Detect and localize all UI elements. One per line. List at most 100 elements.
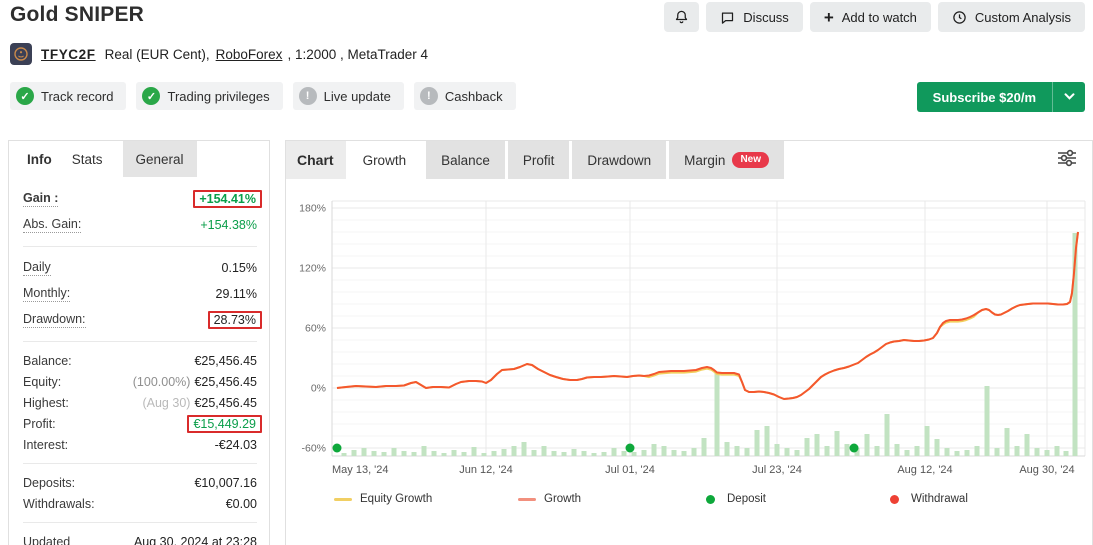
broker-link[interactable]: RoboForex <box>215 46 283 62</box>
deposit-marker[interactable] <box>849 443 859 453</box>
svg-text:-60%: -60% <box>301 443 326 455</box>
stat-row-updated: Updated Aug 30, 2024 at 23:28 <box>23 531 257 545</box>
stat-group: Daily 0.15% Monthly: 29.11% Drawdown: 28.73% <box>23 255 262 333</box>
subscribe-caret[interactable] <box>1052 82 1085 112</box>
stat-value-wrap: €10,007.16 <box>194 476 257 490</box>
chart-panel: Chart Growth Balance Profit Drawdown Margin N… <box>285 140 1093 545</box>
stat-row-highest: Highest: (Aug 30) €25,456.45 <box>23 392 257 413</box>
daily-profit-bar <box>1034 448 1040 456</box>
notifications-button[interactable] <box>664 2 700 32</box>
discuss-label: Discuss <box>743 9 789 25</box>
daily-profit-bar <box>411 452 417 456</box>
stat-value-wrap: 29.11% <box>216 287 257 301</box>
chart-settings-button[interactable] <box>1056 141 1078 179</box>
divider <box>23 463 257 464</box>
daily-profit-bar <box>734 446 740 456</box>
stat-label: Withdrawals: <box>23 496 95 511</box>
legend-item-deposit[interactable]: Deposit <box>702 493 886 505</box>
daily-profit-bar <box>541 446 547 456</box>
chart-tab-label: Margin <box>684 152 726 168</box>
stat-value: €0.00 <box>225 496 257 511</box>
chart-tabs-title: Chart <box>286 141 346 179</box>
subscribe-button[interactable]: Subscribe $20/m <box>916 82 1085 112</box>
daily-profit-bar <box>714 373 720 456</box>
daily-profit-bar <box>1054 446 1060 456</box>
svg-text:May 13, '24: May 13, '24 <box>332 464 389 476</box>
svg-text:180%: 180% <box>299 203 326 215</box>
account-id-link[interactable]: TFYC2F <box>41 46 96 62</box>
stat-label[interactable]: Monthly: <box>23 286 71 302</box>
sidebar-tab-stats[interactable]: Stats <box>71 151 103 167</box>
plus-icon: + <box>823 7 834 27</box>
daily-profit-bar <box>974 446 980 456</box>
chevron-down-icon <box>1064 91 1075 103</box>
daily-profit-bar <box>724 442 730 456</box>
stat-value: 0.15% <box>221 261 257 275</box>
daily-profit-bar <box>481 453 487 456</box>
badge-label: Live update <box>323 88 391 104</box>
stat-value-wrap: +154.41% <box>193 190 262 208</box>
legend-item-growth[interactable]: Growth <box>518 493 702 505</box>
stat-row-drawdown: Drawdown: 28.73% <box>23 307 262 333</box>
sidebar-tab-info[interactable]: Info <box>27 151 52 167</box>
legend-line-swatch <box>334 497 352 501</box>
stat-label[interactable]: Daily <box>23 260 51 276</box>
stat-value: +154.38% <box>200 218 257 232</box>
daily-profit-bar <box>441 453 447 456</box>
growth-chart[interactable]: 180% 120% 60% 0% -60% May 13, '24 Jun 12, '24 J… <box>286 179 1092 489</box>
chart-tab-balance[interactable]: Balance <box>426 141 505 179</box>
verification-badges: ✓ Track record ✓ Trading privileges! Live up… <box>10 82 516 110</box>
sidebar-tab-general[interactable]: General <box>122 141 197 177</box>
svg-text:60%: 60% <box>305 323 326 335</box>
chart-tab-drawdown[interactable]: Drawdown <box>572 141 667 179</box>
daily-profit-bar <box>1014 446 1020 456</box>
daily-profit-bar <box>744 448 750 456</box>
discuss-button[interactable]: Discuss <box>706 2 803 32</box>
daily-profit-bar <box>361 448 367 456</box>
growth-line <box>336 231 1079 400</box>
stat-value-wrap: €15,449.29 <box>187 414 262 433</box>
daily-profit-bar <box>611 448 617 456</box>
legend-item-equity-growth[interactable]: Equity Growth <box>334 493 518 505</box>
badge-label: Cashback <box>444 88 503 104</box>
daily-profit-bar <box>884 414 890 456</box>
sidebar-tabs: Info Stats General <box>9 141 269 177</box>
stat-value: €25,456.45 <box>194 353 257 368</box>
stat-label[interactable]: Drawdown: <box>23 312 86 328</box>
stat-row-interest: Interest: -€24.03 <box>23 434 257 455</box>
stat-label[interactable]: Abs. Gain: <box>23 217 82 233</box>
daily-profit-bar <box>914 446 920 456</box>
chat-bubble-icon <box>720 10 735 25</box>
legend-item-withdrawal[interactable]: Withdrawal <box>886 493 1070 505</box>
daily-profit-bar <box>661 446 667 456</box>
add-to-watch-button[interactable]: + Add to watch <box>809 2 931 32</box>
exclamation-icon: ! <box>298 87 317 105</box>
highlighted-stat-value: €15,449.29 <box>187 414 262 433</box>
chart-tab-margin[interactable]: Margin New <box>669 141 784 179</box>
stat-label[interactable]: Gain : <box>23 191 59 207</box>
custom-analysis-button[interactable]: Custom Analysis <box>937 2 1085 32</box>
highlighted-stat-value: +154.41% <box>193 190 262 208</box>
exclamation-icon: ! <box>419 87 438 105</box>
chart-legend: Equity Growth Growth Deposit Withdrawal <box>334 493 1070 505</box>
stat-value: Aug 30, 2024 at 23:28 <box>133 534 257 545</box>
verification-badge-live-update: ! Live update <box>292 82 404 110</box>
stat-label: Deposits: <box>23 475 76 490</box>
svg-text:0%: 0% <box>311 383 326 395</box>
chart-tab-label: Balance <box>441 152 490 168</box>
chart-tab-growth[interactable]: Growth <box>345 141 424 179</box>
stat-label: Balance: <box>23 353 72 368</box>
chart-tab-label: Profit <box>522 152 555 168</box>
daily-profit-bar <box>794 450 800 456</box>
chart-tab-profit[interactable]: Profit <box>507 141 570 179</box>
deposit-marker[interactable] <box>332 443 342 453</box>
svg-text:Aug 12, '24: Aug 12, '24 <box>897 464 952 476</box>
deposit-marker[interactable] <box>625 443 635 453</box>
daily-profit-bar <box>641 450 647 456</box>
svg-text:Jul 23, '24: Jul 23, '24 <box>752 464 802 476</box>
stat-label: Profit: <box>23 416 56 431</box>
daily-profit-bar <box>844 444 850 456</box>
daily-profit-bar <box>531 450 537 456</box>
divider <box>23 246 257 247</box>
check-icon: ✓ <box>16 87 34 105</box>
